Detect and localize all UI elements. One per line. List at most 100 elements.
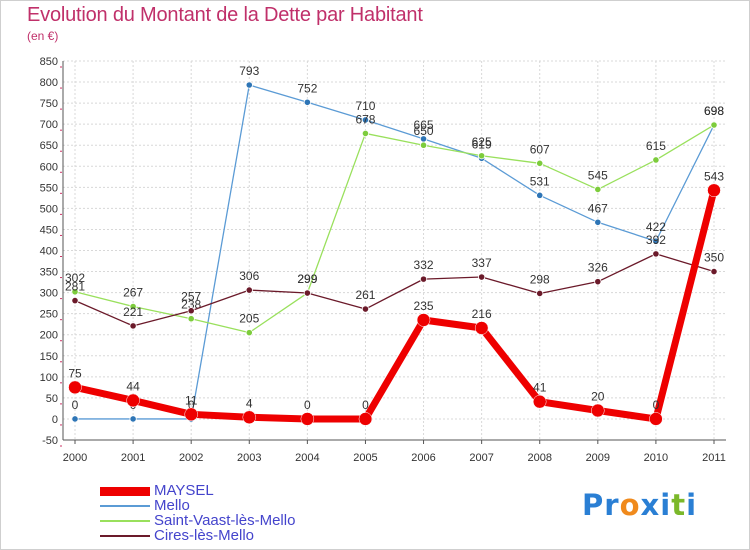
data-label-mello: 0	[188, 398, 195, 412]
data-point-cires-l-s-mello	[187, 307, 195, 315]
logo-letter: x	[640, 488, 661, 522]
chart-title: Evolution du Montant de la Dette par Hab…	[27, 4, 423, 26]
data-label-cires-l-s-mello: 298	[530, 272, 550, 286]
data-label-mello: 0	[72, 398, 79, 412]
data-label-cires-l-s-mello: 257	[181, 290, 201, 304]
data-label-cires-l-s-mello: 332	[414, 258, 434, 272]
legend-label-cires: Cires-lès-Mello	[154, 527, 255, 544]
legend-swatch-saint-vaast	[100, 520, 150, 522]
data-point-maysel	[591, 403, 605, 418]
data-label-cires-l-s-mello: 337	[472, 256, 492, 270]
data-label-mello: 619	[472, 137, 492, 151]
data-point-mello	[361, 116, 370, 124]
data-point-mello	[71, 415, 79, 423]
data-label-cires-l-s-mello: 221	[123, 305, 143, 319]
data-point-maysel	[474, 321, 489, 335]
data-point-cires-l-s-mello	[710, 267, 718, 276]
y-tick-label: 50	[46, 393, 58, 405]
series-line-mello	[74, 84, 715, 420]
data-label-saint-vaast-l-s-mello: 650	[414, 124, 434, 138]
data-label-maysel: 75	[68, 366, 82, 380]
x-tick-label: 2006	[411, 452, 435, 464]
data-point-maysel	[300, 412, 315, 426]
data-point-mello	[245, 81, 253, 89]
data-point-cires-l-s-mello	[419, 275, 428, 283]
data-label-saint-vaast-l-s-mello: 205	[239, 312, 259, 326]
data-label-saint-vaast-l-s-mello: 698	[704, 104, 724, 118]
data-label-cires-l-s-mello: 350	[704, 251, 724, 265]
data-point-saint-vaast-l-s-mello	[478, 152, 486, 160]
legend-swatch-mello	[100, 505, 150, 507]
data-point-maysel	[707, 183, 721, 198]
data-point-saint-vaast-l-s-mello	[536, 159, 544, 167]
y-tick-label: 250	[40, 309, 58, 321]
data-point-cires-l-s-mello	[594, 278, 602, 286]
y-tick-label: 400	[40, 246, 58, 258]
data-label-saint-vaast-l-s-mello: 625	[472, 135, 492, 149]
data-point-maysel	[532, 394, 547, 409]
x-tick-label: 2002	[179, 452, 203, 464]
data-label-maysel: 216	[472, 307, 492, 321]
data-point-saint-vaast-l-s-mello	[652, 156, 660, 164]
data-label-mello: 752	[297, 81, 317, 95]
data-label-mello: 531	[530, 174, 550, 188]
y-tick-label: 0	[52, 414, 58, 426]
legend-label-maysel: MAYSEL	[154, 482, 214, 499]
logo-letter: P	[582, 488, 605, 522]
y-tick-label: 300	[40, 288, 58, 300]
x-tick-label: 2005	[353, 452, 377, 464]
data-point-maysel	[358, 412, 373, 426]
data-point-cires-l-s-mello	[652, 250, 660, 258]
data-label-mello: 710	[355, 99, 375, 113]
data-label-saint-vaast-l-s-mello: 615	[646, 139, 666, 153]
series-line-maysel	[71, 186, 718, 423]
x-tick-label: 2001	[121, 452, 145, 464]
data-label-maysel: 41	[533, 381, 547, 395]
y-tick-label: 600	[40, 161, 58, 173]
data-label-mello: 665	[414, 118, 434, 132]
data-label-cires-l-s-mello: 306	[239, 269, 259, 283]
x-tick-label: 2010	[644, 452, 668, 464]
logo-letter: t	[671, 488, 687, 522]
data-label-maysel: 543	[704, 169, 724, 183]
data-label-saint-vaast-l-s-mello: 607	[530, 142, 550, 156]
data-point-maysel	[416, 313, 431, 327]
logo-letter: r	[604, 488, 620, 522]
data-point-cires-l-s-mello	[536, 289, 544, 298]
data-point-saint-vaast-l-s-mello	[361, 129, 370, 138]
data-point-mello	[594, 218, 602, 226]
x-tick-label: 2011	[702, 452, 726, 464]
y-tick-label: 700	[40, 119, 58, 131]
data-label-maysel: 0	[362, 398, 369, 412]
data-label-cires-l-s-mello: 326	[588, 261, 608, 275]
legend-label-mello: Mello	[154, 497, 190, 514]
y-tick-label: 750	[40, 98, 58, 110]
legend-swatch-maysel	[100, 487, 150, 496]
data-label-maysel: 20	[591, 390, 605, 404]
data-point-maysel	[649, 412, 663, 426]
data-point-saint-vaast-l-s-mello	[187, 315, 195, 323]
data-label-cires-l-s-mello: 392	[646, 233, 666, 247]
data-label-mello: 422	[646, 220, 666, 234]
data-label-saint-vaast-l-s-mello: 299	[297, 272, 317, 286]
data-point-cires-l-s-mello	[478, 273, 486, 281]
y-tick-label: 150	[40, 351, 58, 363]
data-label-maysel: 0	[304, 398, 311, 412]
logo-letter: i	[686, 488, 698, 522]
data-point-maysel	[184, 407, 198, 422]
data-label-cires-l-s-mello: 281	[65, 280, 85, 294]
y-tick-label: 350	[40, 267, 58, 279]
y-tick-label: 650	[40, 140, 58, 152]
data-label-saint-vaast-l-s-mello: 545	[588, 168, 608, 182]
data-label-cires-l-s-mello: 299	[297, 272, 317, 286]
data-point-saint-vaast-l-s-mello	[71, 288, 79, 296]
data-label-maysel: 11	[185, 393, 198, 407]
data-point-cires-l-s-mello	[303, 289, 311, 297]
data-point-saint-vaast-l-s-mello	[594, 185, 602, 194]
y-tick-label: 100	[40, 372, 58, 384]
data-label-saint-vaast-l-s-mello: 678	[355, 112, 375, 126]
data-label-mello: 467	[588, 201, 608, 215]
series-line-saint-vaast-l-s-mello	[74, 124, 715, 334]
data-point-saint-vaast-l-s-mello	[710, 121, 718, 129]
